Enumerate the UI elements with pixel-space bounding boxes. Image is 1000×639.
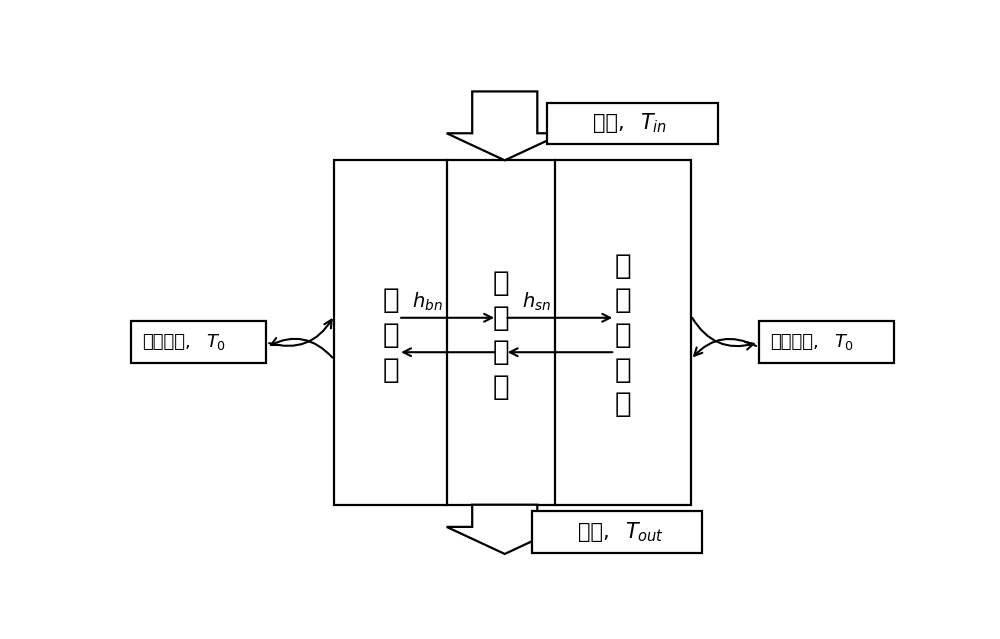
Text: 出口,: 出口, <box>578 522 609 542</box>
Text: 超
级
电
容
器: 超 级 电 容 器 <box>615 252 631 418</box>
Text: $T_0$: $T_0$ <box>206 332 227 352</box>
Text: $h_{bn}$: $h_{bn}$ <box>412 291 443 313</box>
Text: 外界环境,: 外界环境, <box>142 334 191 351</box>
Bar <box>532 511 702 553</box>
Bar <box>547 102 718 144</box>
Bar <box>131 321 266 364</box>
Bar <box>759 321 894 364</box>
Text: $h_{sn}$: $h_{sn}$ <box>522 291 551 313</box>
Text: $T_0$: $T_0$ <box>834 332 854 352</box>
Text: $T_{out}$: $T_{out}$ <box>625 520 664 544</box>
Text: $T_{in}$: $T_{in}$ <box>640 112 667 135</box>
Polygon shape <box>447 91 563 160</box>
Bar <box>334 160 691 505</box>
Text: 外界环境,: 外界环境, <box>770 334 819 351</box>
Text: 进口,: 进口, <box>593 114 625 134</box>
Text: 纳
米
流
体: 纳 米 流 体 <box>493 269 509 401</box>
Text: 锂
电
池: 锂 电 池 <box>382 286 399 383</box>
Polygon shape <box>447 505 563 554</box>
